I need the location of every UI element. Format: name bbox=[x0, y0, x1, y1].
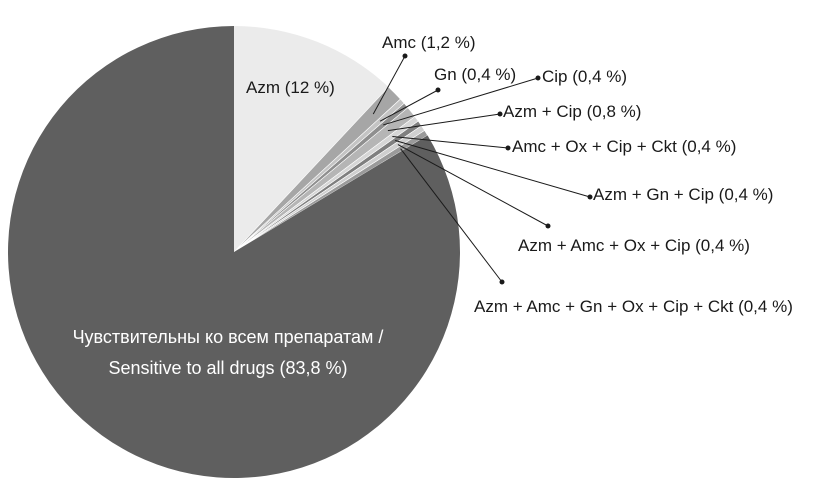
leader-dot-amc-ox-cip-ckt bbox=[505, 145, 511, 151]
leader-azm-gn-cip bbox=[395, 140, 591, 198]
leader-dot-azm-amc-ox-cip bbox=[545, 223, 551, 229]
slice-azm-amc-gn-ox-cip-ckt bbox=[233, 130, 428, 253]
leader-amc-ox-cip-ckt bbox=[392, 135, 509, 149]
leader-azm-amc-gn-ox-cip-ckt bbox=[400, 148, 503, 283]
leader-dot-azm-cip bbox=[497, 111, 503, 117]
label-sensitive-ru: Чувствительны ко всем препаратам / bbox=[73, 327, 384, 347]
label-amc: Amc (1,2 %) bbox=[382, 33, 476, 52]
slice-labels: Azm (12 %) Amc (1,2 %) Gn (0,4 %) Cip (0… bbox=[73, 33, 793, 378]
leader-azm-amc-ox-cip bbox=[397, 144, 549, 227]
leader-dot-azm-amc-gn-ox-cip-ckt bbox=[499, 279, 505, 285]
leader-amc bbox=[372, 55, 406, 115]
label-amc-ox-cip-ckt: Amc + Ox + Cip + Ckt (0,4 %) bbox=[512, 137, 736, 156]
leader-dot-azm-gn-cip bbox=[587, 194, 593, 200]
leader-gn bbox=[379, 89, 439, 122]
slice-azm bbox=[234, 26, 389, 252]
label-azm-amc-ox-cip: Azm + Amc + Ox + Cip (0,4 %) bbox=[518, 236, 750, 255]
label-azm-gn-cip: Azm + Gn + Cip (0,4 %) bbox=[593, 185, 773, 204]
label-sensitive: Sensitive to all drugs (83,8 %) bbox=[108, 358, 347, 378]
leader-dot-gn bbox=[435, 87, 441, 93]
label-azm-cip: Azm + Cip (0,8 %) bbox=[503, 102, 641, 121]
label-azm-amc-gn-ox-cip-ckt: Azm + Amc + Gn + Ox + Cip + Ckt (0,4 %) bbox=[474, 297, 793, 316]
label-cip: Cip (0,4 %) bbox=[542, 67, 627, 86]
leader-cip bbox=[383, 77, 539, 126]
leader-dot-cip bbox=[535, 75, 541, 81]
label-gn: Gn (0,4 %) bbox=[434, 65, 516, 84]
label-azm: Azm (12 %) bbox=[246, 78, 335, 97]
slice-sensitive bbox=[7, 26, 460, 478]
leader-azm-cip bbox=[387, 113, 501, 132]
pie-slices bbox=[7, 26, 460, 478]
leader-lines bbox=[372, 53, 593, 285]
leader-dot-amc bbox=[402, 53, 408, 59]
